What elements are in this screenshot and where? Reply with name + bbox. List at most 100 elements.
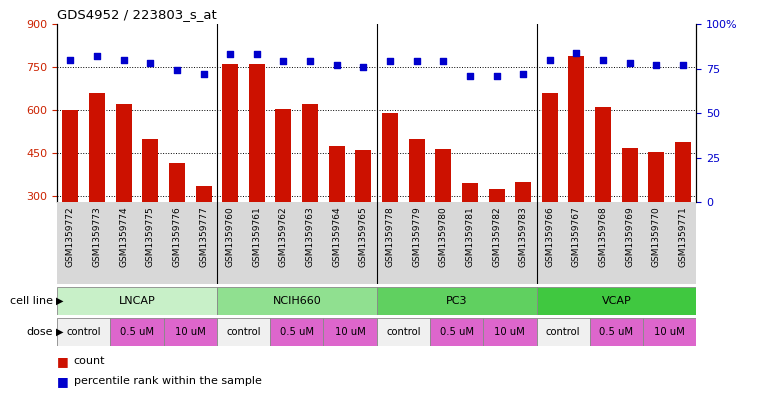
Point (64, 57, 76, 63)
Bar (430, 318, 483, 346)
Bar (57, 287, 217, 315)
Bar (57, 318, 110, 346)
Text: GSM1359780: GSM1359780 (439, 206, 447, 267)
Text: GSM1359783: GSM1359783 (519, 206, 527, 267)
Text: LNCAP: LNCAP (119, 296, 155, 306)
Text: GSM1359768: GSM1359768 (599, 206, 607, 267)
Bar (542, 93, 558, 283)
Bar (249, 64, 265, 283)
Text: GSM1359763: GSM1359763 (306, 206, 314, 267)
Point (198, 71, 210, 77)
Text: PC3: PC3 (446, 296, 467, 306)
Bar (217, 318, 270, 346)
Text: 0.5 uM: 0.5 uM (440, 327, 473, 337)
Bar (323, 318, 377, 346)
Text: control: control (226, 327, 261, 337)
Text: 0.5 uM: 0.5 uM (120, 327, 154, 337)
Point (170, 67, 183, 73)
Bar (110, 318, 164, 346)
Text: GSM1359766: GSM1359766 (546, 206, 554, 267)
Text: dose: dose (27, 327, 53, 337)
Text: GSM1359775: GSM1359775 (146, 206, 154, 267)
Bar (142, 139, 158, 283)
Bar (116, 105, 132, 283)
Text: control: control (386, 327, 421, 337)
Point (224, 51, 236, 57)
Bar (302, 105, 318, 283)
Bar (595, 107, 611, 283)
Point (571, 50, 583, 56)
Point (330, 62, 342, 68)
Point (411, 58, 423, 64)
Text: ▶: ▶ (56, 327, 64, 337)
Text: GDS4952 / 223803_s_at: GDS4952 / 223803_s_at (57, 9, 217, 22)
Text: GSM1359772: GSM1359772 (66, 206, 75, 267)
Bar (382, 113, 398, 283)
Bar (489, 189, 505, 283)
Text: GSM1359778: GSM1359778 (386, 206, 394, 267)
Text: percentile rank within the sample: percentile rank within the sample (74, 376, 262, 386)
Text: GSM1359765: GSM1359765 (359, 206, 368, 267)
Text: control: control (546, 327, 581, 337)
Text: GSM1359774: GSM1359774 (119, 206, 128, 267)
Text: cell line: cell line (10, 296, 53, 306)
Bar (622, 147, 638, 283)
Point (490, 73, 502, 79)
Text: GSM1359779: GSM1359779 (412, 206, 421, 267)
Point (117, 57, 129, 63)
Bar (329, 146, 345, 283)
Point (597, 57, 609, 63)
Text: GSM1359782: GSM1359782 (492, 206, 501, 267)
Bar (483, 318, 537, 346)
Bar (435, 149, 451, 283)
Text: 10 uM: 10 uM (495, 327, 525, 337)
Text: VCAP: VCAP (601, 296, 632, 306)
Text: NCIH660: NCIH660 (272, 296, 321, 306)
Bar (568, 56, 584, 283)
Bar (169, 163, 185, 283)
Bar (164, 318, 217, 346)
Text: 10 uM: 10 uM (335, 327, 365, 337)
Text: 0.5 uM: 0.5 uM (280, 327, 314, 337)
Text: ■: ■ (57, 354, 68, 367)
Text: control: control (66, 327, 101, 337)
Bar (462, 184, 478, 283)
Point (517, 71, 530, 77)
Point (145, 60, 157, 66)
Point (250, 51, 263, 57)
Text: GSM1359767: GSM1359767 (572, 206, 581, 267)
Bar (643, 318, 696, 346)
Text: 0.5 uM: 0.5 uM (600, 327, 633, 337)
Point (624, 60, 636, 66)
Text: ▶: ▶ (56, 296, 64, 306)
Text: GSM1359760: GSM1359760 (226, 206, 234, 267)
Bar (222, 64, 238, 283)
Text: GSM1359764: GSM1359764 (333, 206, 341, 267)
Text: GSM1359781: GSM1359781 (466, 206, 474, 267)
Point (91, 53, 103, 59)
Text: 10 uM: 10 uM (654, 327, 685, 337)
Text: GSM1359769: GSM1359769 (626, 206, 634, 267)
Point (304, 58, 317, 64)
Bar (355, 151, 371, 283)
Text: GSM1359762: GSM1359762 (279, 206, 288, 267)
Point (463, 73, 476, 79)
Bar (409, 139, 425, 283)
Point (543, 57, 556, 63)
Bar (62, 110, 78, 283)
Point (357, 64, 369, 70)
Point (277, 58, 289, 64)
Text: GSM1359770: GSM1359770 (652, 206, 661, 267)
Point (677, 62, 689, 68)
Text: 10 uM: 10 uM (175, 327, 205, 337)
Bar (515, 182, 531, 283)
Text: count: count (74, 356, 105, 366)
Text: GSM1359777: GSM1359777 (199, 206, 208, 267)
Point (650, 62, 662, 68)
Bar (270, 318, 323, 346)
Bar (89, 93, 105, 283)
Text: GSM1359776: GSM1359776 (173, 206, 181, 267)
Bar (377, 287, 537, 315)
Text: GSM1359761: GSM1359761 (253, 206, 261, 267)
Bar (377, 318, 430, 346)
